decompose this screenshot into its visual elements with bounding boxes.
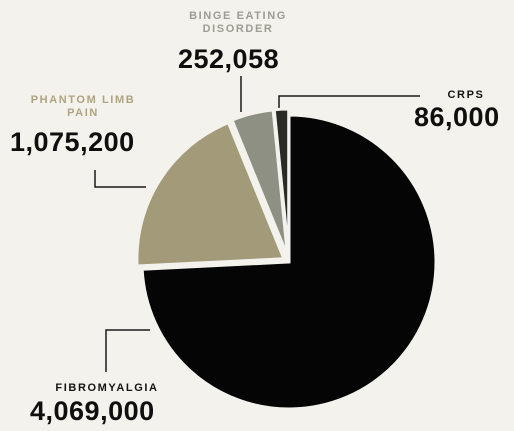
value-phantom-limb-pain: 1,075,200 [10, 127, 135, 157]
label-crps: CRPS [447, 89, 485, 101]
label-phantom-limb-pain: PHANTOM LIMB PAIN [30, 94, 136, 119]
pie-slice-crps [272, 107, 291, 257]
leader-line-crps [278, 95, 420, 108]
pie-slice-fibromyalgia [140, 113, 438, 411]
value-crps: 86,000 [414, 102, 500, 132]
label-binge-eating-disorder: BINGE EATING DISORDER [189, 10, 287, 35]
value-binge-eating-disorder: 252,058 [178, 44, 280, 74]
leader-line-phantom-limb-pain [94, 170, 146, 188]
leader-line-fibromyalgia [105, 329, 150, 372]
pie-slice-phantom-limb-pain [135, 120, 287, 268]
value-fibromyalgia: 4,069,000 [30, 396, 155, 426]
label-fibromyalgia: FIBROMYALGIA [55, 382, 159, 394]
